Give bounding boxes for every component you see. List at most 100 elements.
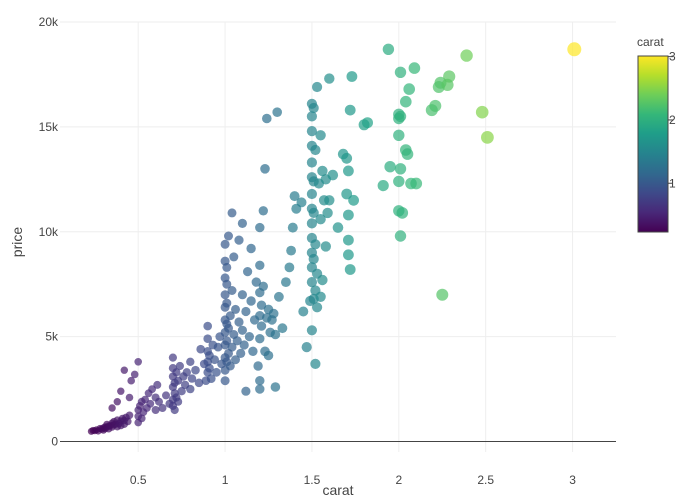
x-axis-title: carat (322, 482, 353, 498)
data-point (113, 398, 122, 406)
data-point (332, 222, 344, 233)
data-point (256, 300, 267, 310)
colorbar-legend: carat 1 2 3 (637, 35, 676, 233)
data-point (187, 374, 197, 383)
data-point (308, 102, 319, 114)
data-point (241, 386, 251, 396)
colorbar-tick-label: 2 (669, 113, 676, 127)
data-point (460, 49, 473, 62)
data-point (346, 71, 358, 82)
colorbar-ticks: 1 2 3 (668, 50, 676, 190)
data-point (237, 290, 247, 300)
data-point (567, 42, 582, 57)
data-point (343, 209, 354, 221)
data-point (227, 208, 237, 218)
data-point (186, 357, 195, 366)
data-point (343, 234, 354, 246)
data-point (396, 207, 409, 219)
data-point (348, 194, 359, 206)
data-point (124, 417, 132, 426)
data-point (270, 329, 281, 340)
data-point (394, 230, 407, 242)
data-point (344, 104, 356, 116)
data-point (231, 355, 240, 365)
data-point (174, 397, 183, 406)
data-point (341, 152, 353, 164)
data-point (298, 306, 309, 317)
data-point (377, 180, 389, 192)
x-tick-label: 1 (222, 473, 229, 487)
data-point (172, 368, 181, 377)
data-point (394, 110, 407, 123)
data-point (194, 378, 204, 388)
data-point (241, 306, 251, 317)
data-point (284, 262, 295, 273)
data-point (227, 342, 237, 352)
data-point (401, 148, 414, 160)
data-point (263, 350, 274, 361)
data-point (274, 291, 284, 302)
data-point (170, 405, 179, 415)
data-point (286, 245, 296, 256)
data-point (213, 342, 223, 352)
data-point (117, 387, 125, 395)
data-point (393, 175, 405, 188)
data-point (134, 358, 142, 366)
data-point (168, 353, 177, 362)
data-point (306, 218, 317, 229)
data-point (155, 397, 163, 406)
data-point (324, 73, 335, 84)
data-point (224, 231, 233, 241)
data-point (255, 222, 265, 233)
data-point (162, 391, 170, 400)
data-point (324, 195, 335, 206)
data-point (141, 395, 150, 404)
data-point (308, 253, 319, 265)
data-point (125, 411, 134, 420)
data-point (212, 367, 221, 377)
data-point (384, 161, 396, 173)
data-point (362, 117, 373, 129)
data-point (281, 277, 291, 287)
data-point (158, 404, 167, 412)
data-point (262, 113, 272, 124)
data-point (277, 323, 288, 334)
data-point (248, 346, 258, 356)
data-point (400, 95, 412, 108)
data-point (196, 344, 205, 354)
data-point (177, 387, 186, 396)
data-point (296, 197, 307, 208)
x-tick-label: 1.5 (304, 473, 321, 487)
x-tick-label: 3 (569, 473, 576, 487)
x-tick-label: 0.5 (130, 473, 147, 487)
data-point (137, 414, 146, 423)
data-point (301, 342, 312, 353)
data-point (203, 321, 212, 331)
gridlines (60, 21, 616, 452)
data-point (475, 105, 489, 119)
data-point (481, 131, 494, 144)
data-point (310, 358, 321, 369)
data-point (443, 70, 456, 83)
data-point (393, 129, 405, 141)
data-point (255, 384, 265, 394)
data-point (255, 376, 265, 386)
data-point (341, 188, 353, 200)
data-point (237, 325, 247, 335)
data-point (260, 164, 270, 174)
data-point (203, 334, 212, 344)
data-point (382, 43, 395, 55)
data-point (234, 317, 244, 327)
data-point (232, 336, 242, 346)
colorbar-tick-label: 3 (669, 50, 676, 64)
data-point (310, 144, 321, 156)
colorbar-title: carat (637, 35, 664, 49)
data-point (317, 165, 328, 177)
x-axis-ticks: 0.5 1 1.5 2 2.5 3 (130, 473, 576, 487)
data-point (344, 264, 356, 275)
data-point (175, 361, 184, 371)
x-tick-label: 2.5 (477, 473, 494, 487)
data-point (306, 157, 317, 168)
data-point (125, 393, 134, 402)
y-tick-label: 20k (39, 15, 59, 29)
